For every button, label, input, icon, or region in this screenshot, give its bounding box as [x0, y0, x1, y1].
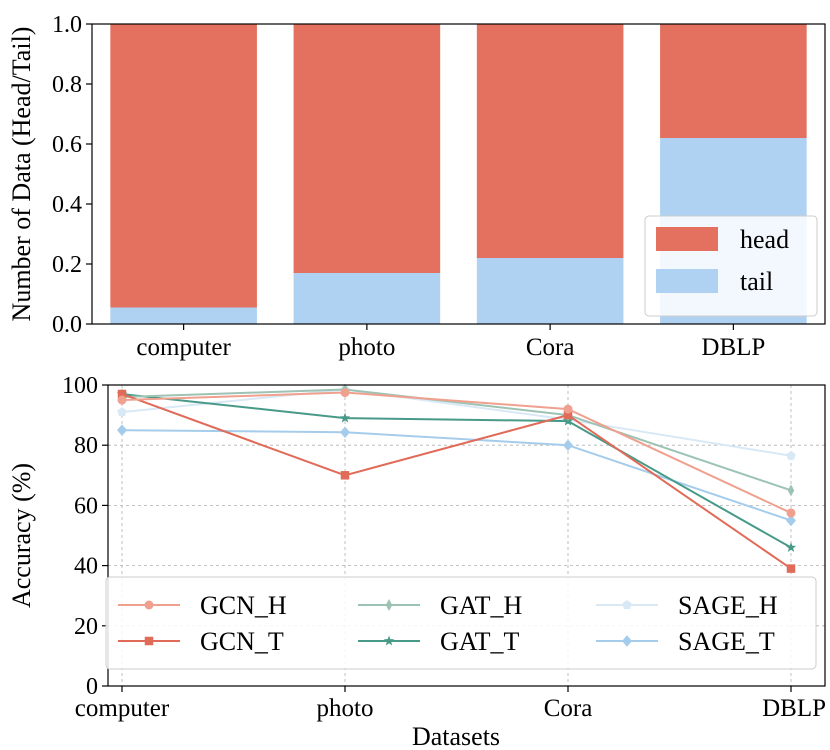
legend-marker-sage-h: [622, 600, 632, 610]
legend-marker-gat-h: [385, 599, 393, 611]
legend-label-gcn-h: GCN_H: [200, 591, 287, 620]
accuracy-line-chart: 0 20 40 60 80 100 computer photo Cora DBLP Dataset…: [7, 373, 826, 750]
y-tick-label: 20: [74, 614, 98, 640]
series-gcn-h: [117, 388, 796, 518]
point-gcn-t-photo: [340, 471, 350, 480]
y-tick-label: 0.6: [52, 132, 82, 158]
plot-frame: [91, 23, 826, 325]
bar-head-dblp: [660, 24, 807, 138]
y-tick-label: 0.0: [52, 312, 82, 338]
point-gcn-h-computer: [117, 395, 127, 405]
y-tick-label: 40: [74, 554, 98, 580]
y-tick-label: 0.4: [52, 192, 82, 218]
legend-marker-gcn-h: [144, 600, 154, 610]
y-tick-label: 0: [86, 674, 98, 700]
y-tick-label: 80: [74, 433, 98, 459]
series-line-sage-t: [121, 429, 792, 522]
x-tick-label: photo: [338, 334, 395, 361]
point-gat-t-dblp: [785, 542, 797, 552]
series-line-gcn-t: [121, 393, 792, 570]
x-axis-label: Datasets: [412, 722, 500, 750]
x-tick-label: Cora: [544, 695, 593, 722]
legend-marker-gat-t: [383, 635, 395, 646]
point-sage-h-dblp: [786, 450, 796, 460]
legend-label-gcn-t: GCN_T: [200, 627, 284, 656]
legend-label-tail: tail: [740, 267, 773, 296]
legend-box: [105, 576, 817, 670]
bar-tail-photo: [293, 273, 441, 324]
y-tick-label: 0.8: [52, 72, 82, 98]
legend-marker-gcn-t: [144, 636, 154, 646]
bar-tail-cora: [476, 258, 624, 324]
legend-label-sage-t: SAGE_T: [678, 627, 775, 656]
point-gcn-t-dblp: [786, 564, 796, 573]
bar-tail-computer: [110, 307, 257, 324]
series-gat-t: [116, 388, 797, 552]
y-tick-label: 60: [74, 493, 98, 519]
series-line-gat-h: [121, 388, 792, 492]
x-tick-label: Cora: [526, 334, 575, 361]
legend-label-gat-h: GAT_H: [440, 591, 523, 620]
series-line-sage-h: [121, 388, 792, 457]
point-sage-t-computer: [117, 424, 127, 436]
legend-label-head: head: [740, 225, 789, 254]
plot-frame: [107, 384, 826, 687]
y-axis-label: Number of Data (Head/Tail): [7, 27, 36, 322]
legend: GCN_H GCN_T GAT_H GAT_T SAGE_H SAGE_T: [105, 576, 817, 670]
point-gcn-h-dblp: [786, 508, 796, 518]
legend-swatch-head: [656, 227, 718, 251]
point-sage-t-cora: [563, 439, 573, 451]
series-line-gcn-h: [121, 391, 792, 514]
bar-head-cora: [476, 24, 624, 258]
x-tick-label: computer: [136, 334, 231, 361]
bar-head-computer: [110, 24, 257, 308]
y-axis-label: Accuracy (%): [7, 463, 36, 608]
series-gcn-t: [117, 389, 796, 573]
point-gcn-h-cora: [563, 404, 573, 414]
x-tick-label: photo: [317, 695, 374, 722]
point-sage-t-dblp: [786, 514, 796, 527]
stacked-bar-chart: 0.0 0.2 0.4 0.6 0.8 1.0 computer photo Cora DBLP N…: [7, 12, 826, 361]
x-tick-label: DBLP: [762, 695, 826, 722]
y-tick-label: 1.0: [52, 12, 82, 38]
y-tick-label: 100: [62, 373, 98, 399]
x-tick-label: computer: [75, 695, 170, 722]
series-line-gat-t: [121, 393, 792, 549]
legend-label-gat-t: GAT_T: [440, 627, 520, 656]
point-sage-h-computer: [117, 407, 127, 417]
y-tick-label: 0.2: [52, 252, 82, 278]
legend-swatch-tail: [656, 269, 718, 293]
point-gcn-t-cora: [563, 410, 573, 420]
point-gat-t-photo: [339, 412, 351, 423]
series-sage-t: [117, 424, 796, 527]
x-tick-label: DBLP: [701, 334, 765, 361]
legend: head tail: [644, 215, 818, 317]
bar-head-photo: [293, 24, 441, 273]
point-sage-t-photo: [340, 426, 350, 439]
legend-marker-sage-t: [622, 635, 632, 647]
legend-label-sage-h: SAGE_H: [678, 591, 778, 620]
point-gcn-h-photo: [340, 388, 350, 398]
point-gat-h-dblp: [787, 484, 795, 497]
point-gcn-t-computer: [117, 389, 127, 399]
